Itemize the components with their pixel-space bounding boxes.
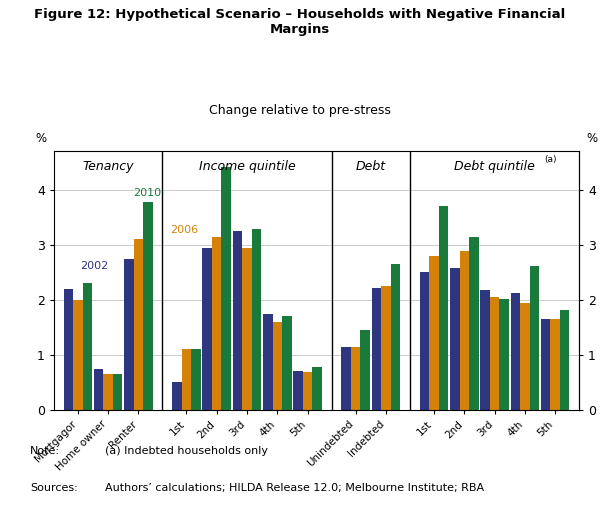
Text: Authors’ calculations; HILDA Release 12.0; Melbourne Institute; RBA: Authors’ calculations; HILDA Release 12.…: [105, 483, 484, 493]
Bar: [541, 319, 550, 410]
Bar: [64, 289, 73, 410]
Bar: [450, 268, 460, 410]
Text: 2002: 2002: [80, 261, 109, 271]
Bar: [124, 258, 134, 410]
Bar: [511, 293, 520, 410]
Bar: [134, 240, 143, 410]
Text: Figure 12: Hypothetical Scenario – Households with Negative Financial
Margins: Figure 12: Hypothetical Scenario – House…: [34, 8, 566, 36]
Bar: [481, 290, 490, 410]
Bar: [391, 264, 400, 410]
Bar: [73, 300, 83, 410]
Bar: [313, 367, 322, 410]
Bar: [429, 256, 439, 410]
Bar: [83, 283, 92, 410]
Text: 2006: 2006: [170, 225, 198, 235]
Text: Change relative to pre-stress: Change relative to pre-stress: [209, 104, 391, 117]
Text: (a): (a): [544, 155, 557, 164]
Bar: [282, 316, 292, 410]
Bar: [560, 310, 569, 410]
Bar: [212, 236, 221, 410]
Bar: [371, 288, 381, 410]
Bar: [469, 236, 479, 410]
Text: Debt: Debt: [356, 160, 386, 173]
Bar: [381, 286, 391, 410]
Text: Note:: Note:: [30, 446, 60, 456]
Bar: [530, 266, 539, 410]
Bar: [182, 349, 191, 410]
Text: (a) Indebted households only: (a) Indebted households only: [105, 446, 268, 456]
Bar: [242, 247, 252, 410]
Text: %: %: [35, 132, 46, 145]
Bar: [460, 252, 469, 410]
Bar: [550, 319, 560, 410]
Bar: [439, 206, 448, 410]
Bar: [233, 231, 242, 410]
Bar: [202, 247, 212, 410]
Text: Income quintile: Income quintile: [199, 160, 295, 173]
Bar: [499, 299, 509, 410]
Bar: [221, 167, 231, 410]
Text: Sources:: Sources:: [30, 483, 78, 493]
Bar: [272, 322, 282, 410]
Bar: [351, 347, 361, 410]
Text: Tenancy: Tenancy: [82, 160, 134, 173]
Bar: [94, 369, 103, 410]
Bar: [191, 349, 201, 410]
Bar: [103, 374, 113, 410]
Text: Debt quintile: Debt quintile: [454, 160, 535, 173]
Bar: [252, 230, 262, 410]
Bar: [490, 297, 499, 410]
Bar: [172, 382, 182, 410]
Bar: [293, 371, 303, 410]
Bar: [361, 330, 370, 410]
Bar: [143, 202, 152, 410]
Bar: [420, 272, 429, 410]
Bar: [263, 314, 272, 410]
Text: 2010: 2010: [133, 188, 161, 198]
Text: %: %: [587, 132, 598, 145]
Bar: [113, 374, 122, 410]
Bar: [303, 372, 313, 410]
Bar: [341, 347, 351, 410]
Bar: [520, 303, 530, 410]
